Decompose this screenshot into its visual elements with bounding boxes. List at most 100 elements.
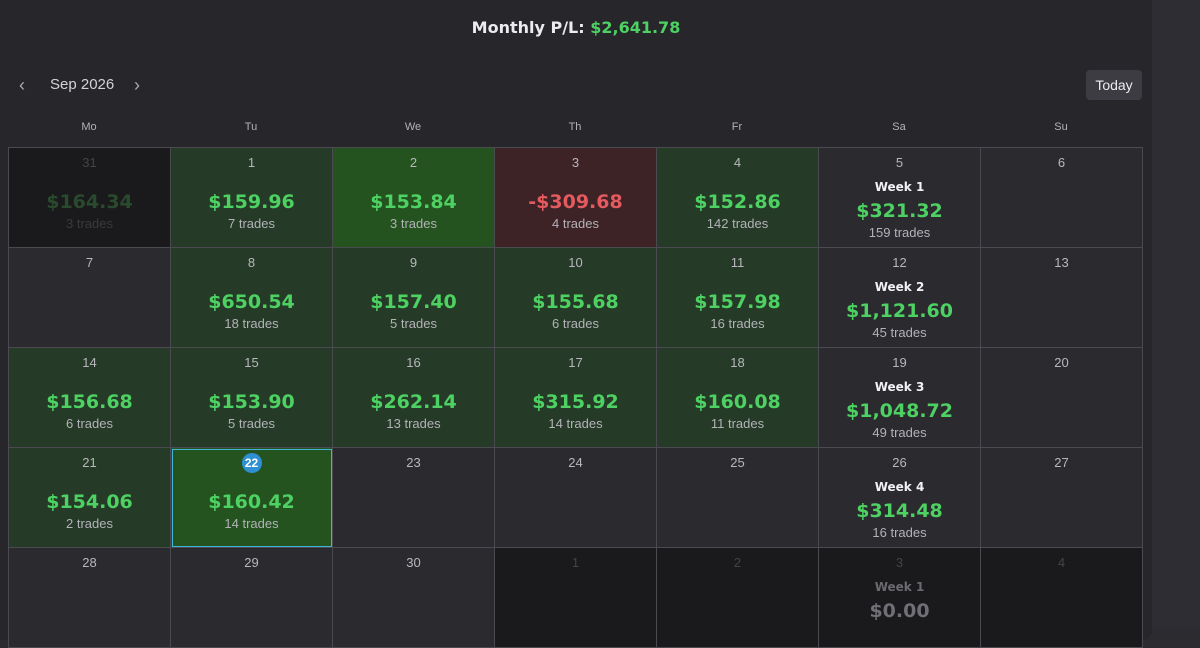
calendar-day-cell[interactable]: 1 $159.96 7 trades [171,148,333,248]
day-trade-count: 4 trades [552,216,599,231]
week-label: Week 4 [874,480,925,494]
day-trade-count: 3 trades [390,216,437,231]
calendar-day-cell[interactable]: 8 $650.54 18 trades [171,248,333,348]
week-label: Week 3 [874,380,925,394]
day-number: 7 [85,255,94,270]
day-trade-count: 142 trades [706,216,769,231]
calendar-week-summary-cell[interactable]: 19 Week 3 $1,048.72 49 trades [819,348,981,448]
day-number: 31 [82,155,97,170]
calendar-day-cell[interactable]: 13 [981,248,1143,348]
day-number: 9 [409,255,418,270]
weekday-header-row: Mo Tu We Th Fr Sa Su [8,121,1142,133]
day-trade-count: 6 trades [552,316,599,331]
calendar-day-cell[interactable]: 14 $156.68 6 trades [9,348,171,448]
calendar-day-cell[interactable]: 17 $315.92 14 trades [495,348,657,448]
calendar-day-cell[interactable]: 21 $154.06 2 trades [9,448,171,548]
day-number: 27 [1054,455,1069,470]
day-pl-value: $155.68 [532,291,619,313]
calendar-day-cell[interactable]: 27 [981,448,1143,548]
calendar-day-cell[interactable]: 24 [495,448,657,548]
calendar-day-cell[interactable]: 2 $153.84 3 trades [333,148,495,248]
day-number: 29 [244,555,259,570]
calendar-day-cell[interactable]: 2 [657,548,819,648]
day-pl-value: $160.08 [694,391,781,413]
calendar-day-cell[interactable]: 31 $164.34 3 trades [9,148,171,248]
weekday-label: Su [1054,121,1068,133]
calendar-day-cell[interactable]: 28 [9,548,171,648]
calendar-day-cell[interactable]: 20 [981,348,1143,448]
calendar-day-cell[interactable]: 3 -$309.68 4 trades [495,148,657,248]
monthly-pl-label: Monthly P/L: [471,18,585,37]
day-pl-value: $262.14 [370,391,457,413]
day-number: 23 [406,455,421,470]
day-pl-value: $156.68 [46,391,133,413]
calendar-day-cell[interactable]: 7 [9,248,171,348]
day-number: 1 [571,555,580,570]
day-trade-count: 5 trades [390,316,437,331]
calendar-week-summary-cell[interactable]: 12 Week 2 $1,121.60 45 trades [819,248,981,348]
calendar-day-cell[interactable]: 29 [171,548,333,648]
day-number: 26 [892,455,907,470]
monthly-pl-value: $2,641.78 [590,18,681,37]
week-pl-value: $321.32 [856,200,943,222]
calendar-day-cell[interactable]: 25 [657,448,819,548]
prev-month-chevron-left-icon[interactable]: ‹ [19,75,25,95]
day-pl-value: $152.86 [694,191,781,213]
day-trade-count: 18 trades [224,316,279,331]
day-pl-value: $153.84 [370,191,457,213]
day-number: 6 [1057,155,1066,170]
calendar-day-cell[interactable]: 11 $157.98 16 trades [657,248,819,348]
day-trade-count: 13 trades [386,416,441,431]
day-number: 10 [568,255,583,270]
calendar-day-cell[interactable]: 4 [981,548,1143,648]
day-trade-count: 5 trades [228,416,275,431]
weekday-label: Tu [244,121,258,133]
day-trade-count: 11 trades [710,416,765,431]
day-trade-count: 16 trades [710,316,765,331]
calendar-week-summary-cell[interactable]: 3 Week 1 $0.00 [819,548,981,648]
day-pl-value: $153.90 [208,391,295,413]
current-month-label: Sep 2026 [50,76,115,93]
calendar-day-cell[interactable]: 16 $262.14 13 trades [333,348,495,448]
weekday-label: Mo [81,121,97,133]
day-number: 15 [244,355,259,370]
day-number: 25 [730,455,745,470]
calendar-day-cell[interactable]: 1 [495,548,657,648]
day-trade-count: 7 trades [228,216,275,231]
week-trade-count: 49 trades [872,425,927,440]
day-pl-value: $650.54 [208,291,295,313]
calendar-week-summary-cell[interactable]: 26 Week 4 $314.48 16 trades [819,448,981,548]
day-number: 2 [409,155,418,170]
day-pl-value: -$309.68 [528,191,623,213]
day-number: 2 [733,555,742,570]
calendar-day-cell[interactable]: 23 [333,448,495,548]
day-trade-count: 3 trades [66,216,113,231]
calendar-week-summary-cell[interactable]: 5 Week 1 $321.32 159 trades [819,148,981,248]
day-number: 20 [1054,355,1069,370]
week-label: Week 2 [874,280,925,294]
day-number: 28 [82,555,97,570]
calendar-day-cell[interactable]: 18 $160.08 11 trades [657,348,819,448]
day-pl-value: $164.34 [46,191,133,213]
calendar-day-cell[interactable]: 9 $157.40 5 trades [333,248,495,348]
day-pl-value: $157.40 [370,291,457,313]
week-pl-value: $0.00 [869,600,930,622]
week-trade-count: 16 trades [872,525,927,540]
calendar-day-cell[interactable]: 30 [333,548,495,648]
day-number: 13 [1054,255,1069,270]
day-trade-count: 6 trades [66,416,113,431]
calendar-day-cell[interactable]: 4 $152.86 142 trades [657,148,819,248]
right-scroll-area [1152,0,1200,627]
day-number: 18 [730,355,745,370]
calendar-day-cell[interactable]: 15 $153.90 5 trades [171,348,333,448]
day-number: 14 [82,355,97,370]
calendar-day-cell[interactable]: 10 $155.68 6 trades [495,248,657,348]
week-trade-count: 45 trades [872,325,927,340]
today-button[interactable]: Today [1086,70,1142,100]
calendar-day-cell[interactable]: 22 $160.42 14 trades [171,448,333,548]
day-number: 19 [892,355,907,370]
calendar-day-cell[interactable]: 6 [981,148,1143,248]
weekday-label: Th [568,121,582,133]
next-month-chevron-right-icon[interactable]: › [134,75,140,95]
day-trade-count: 14 trades [224,516,279,531]
